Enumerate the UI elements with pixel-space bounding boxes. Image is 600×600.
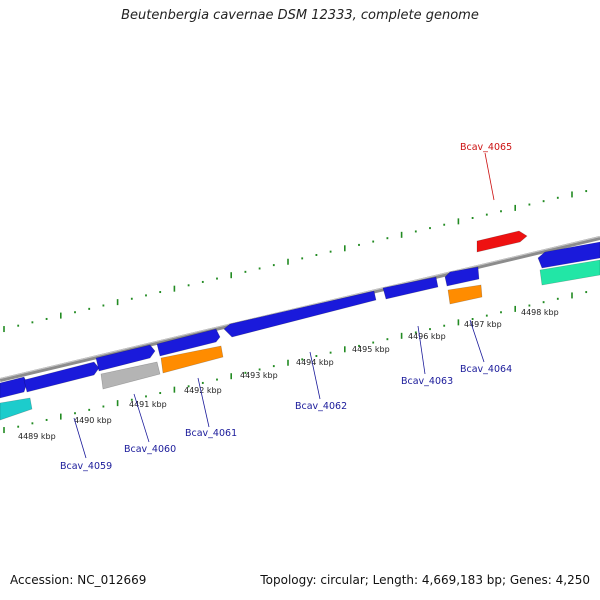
gene-block[interactable] [444,266,480,287]
gene-block[interactable] [0,376,28,399]
kbp-label: 4496 kbp [408,332,446,341]
gene-block[interactable] [95,344,156,372]
leader-line [133,393,150,443]
map-title: Beutenbergia cavernae DSM 12333, complet… [121,8,479,23]
gene-label-bcav-4065[interactable]: Bcav_4065 [460,142,512,153]
leader-line [469,319,485,363]
kbp-label: 4490 kbp [74,416,112,425]
genome-summary: Topology: circular; Length: 4,669,183 bp… [260,573,590,587]
gene-block[interactable] [382,276,439,300]
leader-line [309,351,321,400]
gene-block[interactable] [100,361,161,390]
gene-label-bcav-4064[interactable]: Bcav_4064 [460,364,512,375]
inner-tick-track [3,291,588,434]
kbp-label: 4494 kbp [296,358,334,367]
gene-label-bcav-4061[interactable]: Bcav_4061 [185,428,237,439]
outer-tick-track [3,190,588,333]
leader-line [197,377,210,428]
gene-block-bcav-4065[interactable] [476,230,528,253]
kbp-label: 4491 kbp [129,400,167,409]
gene-block[interactable] [23,361,100,393]
gene-block[interactable] [539,259,600,286]
leader-line [73,417,87,459]
gene-block[interactable] [0,397,33,421]
gene-label-bcav-4059[interactable]: Bcav_4059 [60,461,112,472]
kbp-label: 4492 kbp [184,386,222,395]
kbp-label: 4489 kbp [18,432,56,441]
leader-line [417,325,426,375]
kbp-label: 4497 kbp [464,320,502,329]
kbp-label: 4498 kbp [521,308,559,317]
gene-block[interactable] [447,284,483,305]
gene-label-bcav-4060[interactable]: Bcav_4060 [124,444,176,455]
kbp-label: 4495 kbp [352,345,390,354]
genome-backbone-highlight [0,236,600,380]
gene-label-bcav-4063[interactable]: Bcav_4063 [401,376,453,387]
gene-block[interactable] [537,241,600,269]
accession-label: Accession: NC_012669 [10,573,147,587]
gene-block[interactable] [160,345,224,374]
leader-line-red [484,152,495,201]
gene-block[interactable] [156,328,221,357]
gene-block[interactable] [223,290,377,338]
gene-label-bcav-4062[interactable]: Bcav_4062 [295,401,347,412]
kbp-label: 4493 kbp [240,371,278,380]
